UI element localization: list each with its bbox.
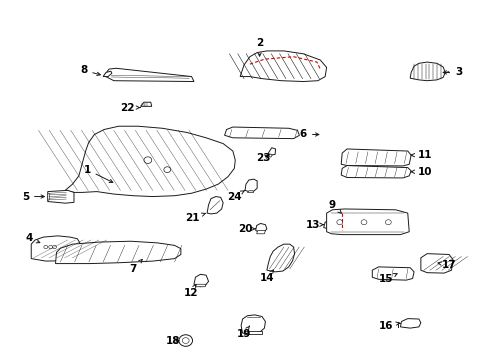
Text: 19: 19 bbox=[236, 326, 251, 339]
Polygon shape bbox=[269, 154, 272, 157]
Text: 14: 14 bbox=[260, 270, 274, 283]
Polygon shape bbox=[372, 267, 414, 280]
Polygon shape bbox=[240, 51, 327, 81]
Text: 15: 15 bbox=[379, 274, 397, 284]
Text: 6: 6 bbox=[300, 130, 319, 139]
Polygon shape bbox=[247, 191, 254, 192]
Polygon shape bbox=[141, 102, 152, 106]
Polygon shape bbox=[257, 230, 266, 234]
Polygon shape bbox=[256, 224, 267, 233]
Polygon shape bbox=[327, 209, 409, 235]
Polygon shape bbox=[410, 62, 445, 81]
Text: 3: 3 bbox=[443, 67, 463, 77]
Text: 16: 16 bbox=[379, 321, 399, 330]
Polygon shape bbox=[103, 71, 112, 77]
Text: 1: 1 bbox=[83, 165, 113, 183]
Polygon shape bbox=[421, 254, 453, 273]
Polygon shape bbox=[244, 331, 262, 334]
Polygon shape bbox=[48, 190, 74, 203]
Polygon shape bbox=[400, 319, 421, 328]
Text: 22: 22 bbox=[120, 103, 140, 113]
Text: 10: 10 bbox=[411, 167, 432, 177]
Text: 24: 24 bbox=[227, 191, 245, 202]
Polygon shape bbox=[194, 274, 209, 287]
Text: 8: 8 bbox=[80, 66, 100, 76]
Text: 7: 7 bbox=[129, 260, 142, 274]
Polygon shape bbox=[48, 194, 49, 201]
Polygon shape bbox=[267, 244, 294, 272]
Polygon shape bbox=[241, 315, 266, 334]
Polygon shape bbox=[224, 127, 299, 139]
Polygon shape bbox=[196, 284, 206, 287]
Text: 11: 11 bbox=[411, 150, 432, 160]
Polygon shape bbox=[207, 197, 223, 214]
Text: 12: 12 bbox=[183, 284, 198, 298]
Text: 21: 21 bbox=[185, 213, 205, 223]
Polygon shape bbox=[324, 221, 332, 229]
Text: 5: 5 bbox=[22, 192, 45, 202]
Text: 18: 18 bbox=[166, 336, 180, 346]
Text: 17: 17 bbox=[438, 260, 456, 270]
Text: 23: 23 bbox=[256, 153, 270, 163]
Polygon shape bbox=[65, 126, 235, 197]
Text: 9: 9 bbox=[329, 200, 342, 213]
Polygon shape bbox=[341, 149, 411, 166]
Text: 2: 2 bbox=[256, 39, 263, 56]
Polygon shape bbox=[31, 236, 80, 261]
Polygon shape bbox=[55, 241, 181, 264]
Text: 20: 20 bbox=[238, 224, 255, 234]
Text: 4: 4 bbox=[25, 233, 40, 243]
Polygon shape bbox=[269, 148, 275, 155]
Polygon shape bbox=[245, 179, 257, 192]
Polygon shape bbox=[341, 166, 411, 178]
Circle shape bbox=[179, 335, 193, 346]
Text: 13: 13 bbox=[306, 220, 323, 230]
Polygon shape bbox=[104, 68, 194, 81]
